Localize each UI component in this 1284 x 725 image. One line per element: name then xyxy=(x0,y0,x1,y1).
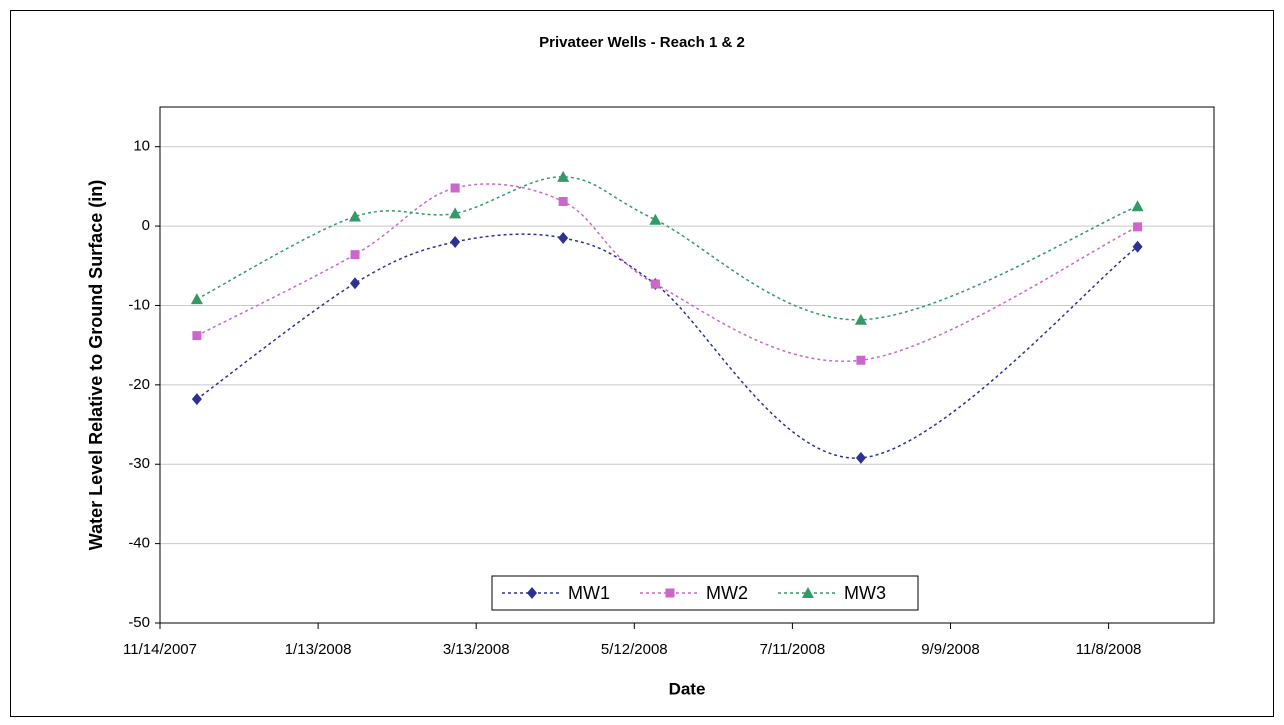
y-tick-label: 10 xyxy=(133,138,150,155)
legend-box xyxy=(491,575,919,611)
marker xyxy=(650,279,660,289)
y-axis-label: Water Level Relative to Ground Surface (… xyxy=(86,180,106,550)
legend-marker xyxy=(527,587,537,599)
x-axis-label: Date xyxy=(669,679,706,698)
marker xyxy=(450,183,460,193)
marker xyxy=(854,313,867,325)
marker xyxy=(191,393,202,406)
plot-border xyxy=(159,106,1215,624)
x-tick-label: 7/11/2008 xyxy=(760,641,826,658)
marker xyxy=(348,210,361,222)
legend-label: MW3 xyxy=(844,583,886,603)
marker xyxy=(558,196,568,206)
marker xyxy=(190,293,203,305)
series-line xyxy=(196,233,1139,459)
marker xyxy=(855,451,866,464)
y-tick-label: -10 xyxy=(128,296,150,313)
x-tick-label: 5/12/2008 xyxy=(601,641,668,658)
series-layer xyxy=(196,176,1139,459)
legend-label: MW2 xyxy=(706,583,748,603)
marker xyxy=(349,277,360,290)
marker xyxy=(1132,240,1143,253)
marker xyxy=(856,355,866,365)
y-tick-label: -20 xyxy=(128,376,150,393)
x-tick-label: 1/13/2008 xyxy=(285,641,352,658)
series-line xyxy=(196,176,1138,321)
marker xyxy=(449,207,462,219)
marker xyxy=(350,250,360,260)
chart-title: Privateer Wells - Reach 1 & 2 xyxy=(539,34,745,51)
marker xyxy=(558,231,569,244)
x-tick-label: 9/9/2008 xyxy=(921,641,979,658)
marker xyxy=(1131,200,1144,212)
y-tick-label: -30 xyxy=(128,455,150,472)
y-tick-label: -50 xyxy=(128,614,150,631)
x-tick-label: 3/13/2008 xyxy=(443,641,510,658)
marker xyxy=(192,331,202,341)
marker xyxy=(649,213,662,225)
y-tick-label: 0 xyxy=(142,217,150,234)
legend-label: MW1 xyxy=(568,583,610,603)
marker xyxy=(557,170,570,182)
x-tick-label: 11/14/2007 xyxy=(123,641,197,658)
marker xyxy=(450,235,461,248)
x-tick-label: 11/8/2008 xyxy=(1076,641,1142,658)
y-tick-label: -40 xyxy=(128,535,150,552)
legend-marker xyxy=(802,587,814,598)
marker xyxy=(1133,222,1143,232)
plot-area xyxy=(160,107,1214,623)
legend-marker xyxy=(665,588,675,598)
